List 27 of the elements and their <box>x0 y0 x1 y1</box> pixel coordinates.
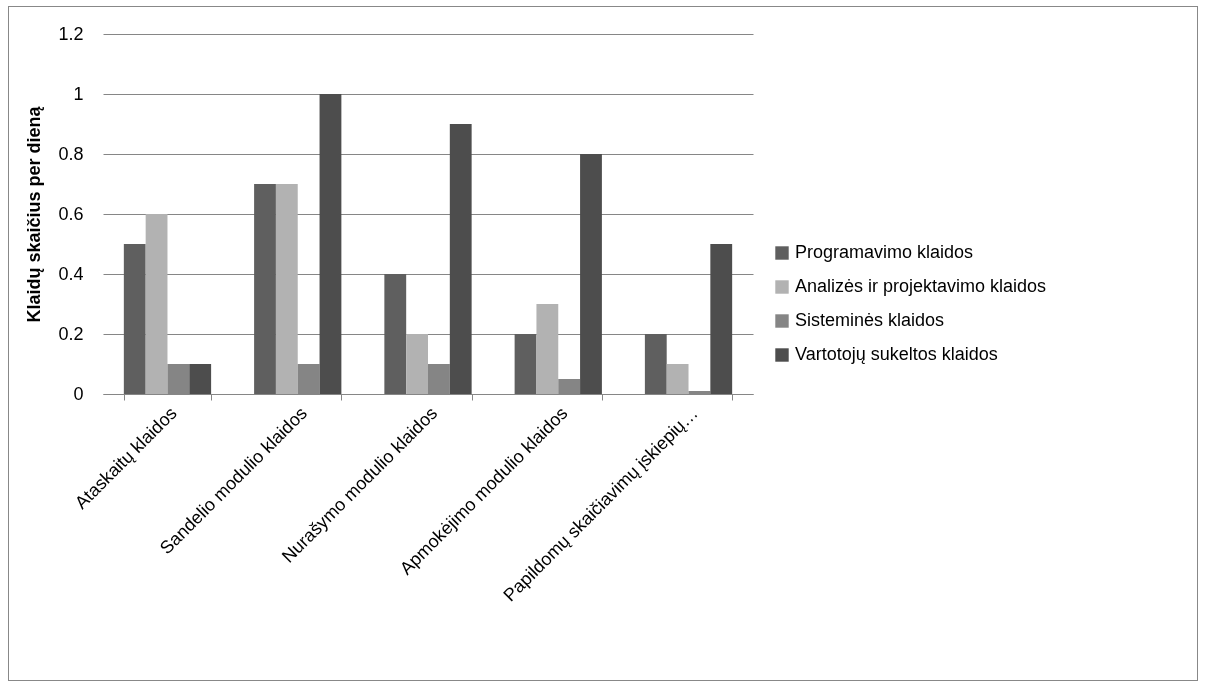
bar <box>189 364 212 394</box>
y-tick-label: 1 <box>73 83 84 104</box>
y-tick-label: 0.4 <box>58 263 84 284</box>
y-tick-label: 0.2 <box>58 323 84 344</box>
bar <box>666 364 689 394</box>
bar <box>710 244 733 394</box>
y-tick-label: 0.8 <box>58 143 84 164</box>
bar <box>580 154 602 394</box>
bar <box>536 304 559 394</box>
y-tick-label: 0.6 <box>58 203 84 224</box>
bar <box>123 244 146 394</box>
bar <box>275 184 298 394</box>
bar <box>406 334 428 394</box>
bar <box>514 334 537 394</box>
y-axis-title: Klaidų skaičius per dieną <box>24 105 45 323</box>
y-tick-label: 1.2 <box>58 23 84 44</box>
legend-label: Programavimo klaidos <box>795 242 974 262</box>
bar <box>319 94 342 394</box>
bar <box>254 184 276 394</box>
bar <box>644 334 667 394</box>
legend-label: Vartotojų sukeltos klaidos <box>795 344 998 364</box>
legend-label: Sisteminės klaidos <box>795 310 945 330</box>
bar <box>449 124 472 394</box>
y-tick-label: 0 <box>73 383 84 404</box>
legend-label: Analizės ir projektavimo klaidos <box>795 276 1047 296</box>
bar <box>384 274 407 394</box>
bar <box>145 214 168 394</box>
